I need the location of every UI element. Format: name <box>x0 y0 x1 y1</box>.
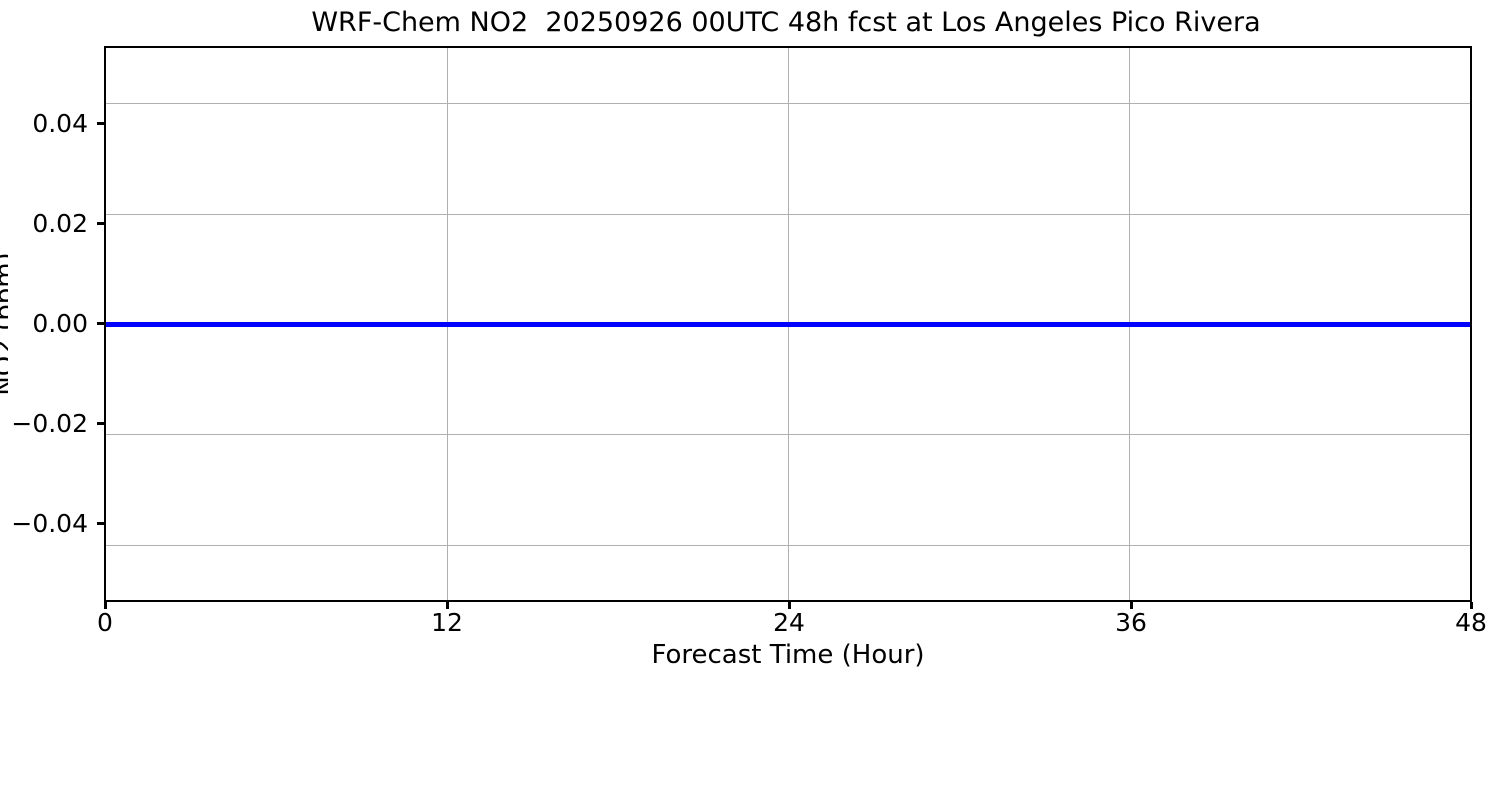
y-tick-label-4: −0.04 <box>11 509 88 538</box>
y-tick-mark-1 <box>97 222 104 225</box>
y-tick-label-3: −0.02 <box>11 409 88 438</box>
x-tick-mark-48 <box>1470 602 1473 609</box>
x-tick-label-36: 36 <box>1115 608 1147 637</box>
y-axis-label-clip: NO2 (ppm) <box>0 120 8 530</box>
y-tick-mark-3 <box>97 422 104 425</box>
y-tick-label-0: 0.04 <box>32 109 88 138</box>
y-tick-mark-4 <box>97 522 104 525</box>
x-tick-label-12: 12 <box>431 608 463 637</box>
series-line-no2 <box>106 321 1470 327</box>
x-tick-mark-36 <box>1130 602 1133 609</box>
x-tick-label-24: 24 <box>773 608 805 637</box>
plot-area <box>104 46 1472 602</box>
x-tick-mark-24 <box>788 602 791 609</box>
y-axis-label: NO2 (ppm) <box>0 252 8 396</box>
y-tick-mark-0 <box>97 122 104 125</box>
y-tick-label-1: 0.02 <box>32 209 88 238</box>
x-tick-mark-0 <box>104 602 107 609</box>
chart-title: WRF-Chem NO2 20250926 00UTC 48h fcst at … <box>311 7 1261 38</box>
x-tick-mark-12 <box>446 602 449 609</box>
y-tick-label-2: 0.00 <box>32 309 88 338</box>
x-tick-label-0: 0 <box>97 608 113 637</box>
x-axis-label: Forecast Time (Hour) <box>651 640 925 670</box>
y-tick-mark-2 <box>97 322 104 325</box>
x-tick-label-48: 48 <box>1455 608 1487 637</box>
